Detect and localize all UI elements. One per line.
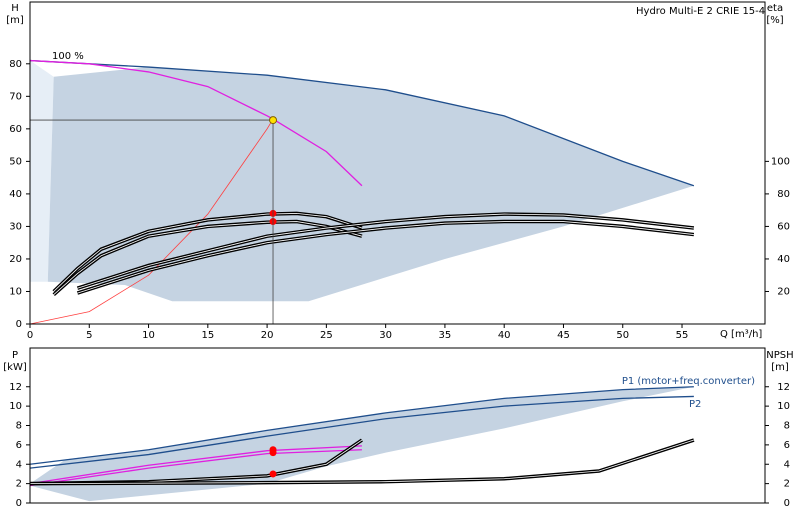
curve [53,213,363,292]
operating-point [269,449,277,457]
y2-tick-label: 10 [777,401,790,412]
x-tick-label: 10 [142,330,155,341]
y-tick-label: 2 [16,479,22,490]
y-label: P [12,350,18,361]
curve [29,445,362,485]
y-tick-label: 70 [9,91,22,102]
y-unit: [kW] [3,362,27,373]
x-tick-label: 20 [261,330,274,341]
y-tick-label: 8 [16,421,22,432]
series-label: P2 [689,399,701,410]
y-tick-label: 50 [9,156,22,167]
range-area [47,67,694,302]
series-label: 100 % [52,51,84,62]
y-tick-label: 4 [16,459,22,470]
y-tick-label: 12 [9,382,22,393]
x-tick-label: 25 [320,330,333,341]
y2-tick-label: 12 [777,382,790,393]
curve [29,439,694,485]
y-tick-label: 30 [9,221,22,232]
y2-unit: [%] [766,15,783,26]
plot-frame [29,1,766,325]
y-tick-label: 40 [9,189,22,200]
y-tick-label: 80 [9,59,22,70]
x-tick-label: 45 [557,330,570,341]
y2-unit: [m] [771,362,789,373]
y2-tick-label: 40 [777,254,790,265]
model-label: Hydro Multi-E 2 CRIE 15-4 [636,6,765,17]
y-tick-label: 0 [16,319,22,330]
y-tick-label: 10 [9,401,22,412]
y-tick-label: 6 [16,440,22,451]
curve [29,449,362,487]
curve [29,395,694,469]
y-tick-label: 10 [9,286,22,297]
curve [29,59,695,187]
curve [29,386,694,465]
y2-tick-label: 20 [777,286,790,297]
y-tick-label: 60 [9,124,22,135]
series-label: P1 (motor+freq.converter) [622,376,755,387]
x-tick-label: 30 [379,330,392,341]
x-tick-label: 35 [439,330,452,341]
curve [29,59,363,187]
y-tick-label: 20 [9,254,22,265]
y-tick-label: 0 [16,498,22,509]
range-area [30,386,694,502]
y-unit: [m] [6,15,24,26]
y2-label: NPSH [766,350,793,361]
x-tick-label: 5 [86,330,92,341]
y2-tick-label: 80 [777,189,790,200]
curve [53,221,363,296]
y2-tick-label: 100 [771,156,790,167]
operating-point [269,470,277,478]
y2-tick-label: 2 [784,479,790,490]
operating-point [269,116,278,125]
y2-label: eta [767,3,783,14]
x-tick-label: 50 [616,330,629,341]
x-tick-label: 40 [498,330,511,341]
y2-tick-label: 4 [784,459,790,470]
curve [77,221,694,294]
curve [77,213,694,289]
y2-tick-label: 0 [784,498,790,509]
y-label: H [11,3,19,14]
range-area [30,60,54,282]
x-tick-label: 55 [676,330,689,341]
x-tick-label: 0 [27,330,33,341]
x-label: Q [m³/h] [720,329,762,340]
y2-tick-label: 6 [784,440,790,451]
curve [29,118,274,325]
x-tick-label: 15 [201,330,214,341]
y2-tick-label: 8 [784,421,790,432]
y2-tick-label: 60 [777,221,790,232]
